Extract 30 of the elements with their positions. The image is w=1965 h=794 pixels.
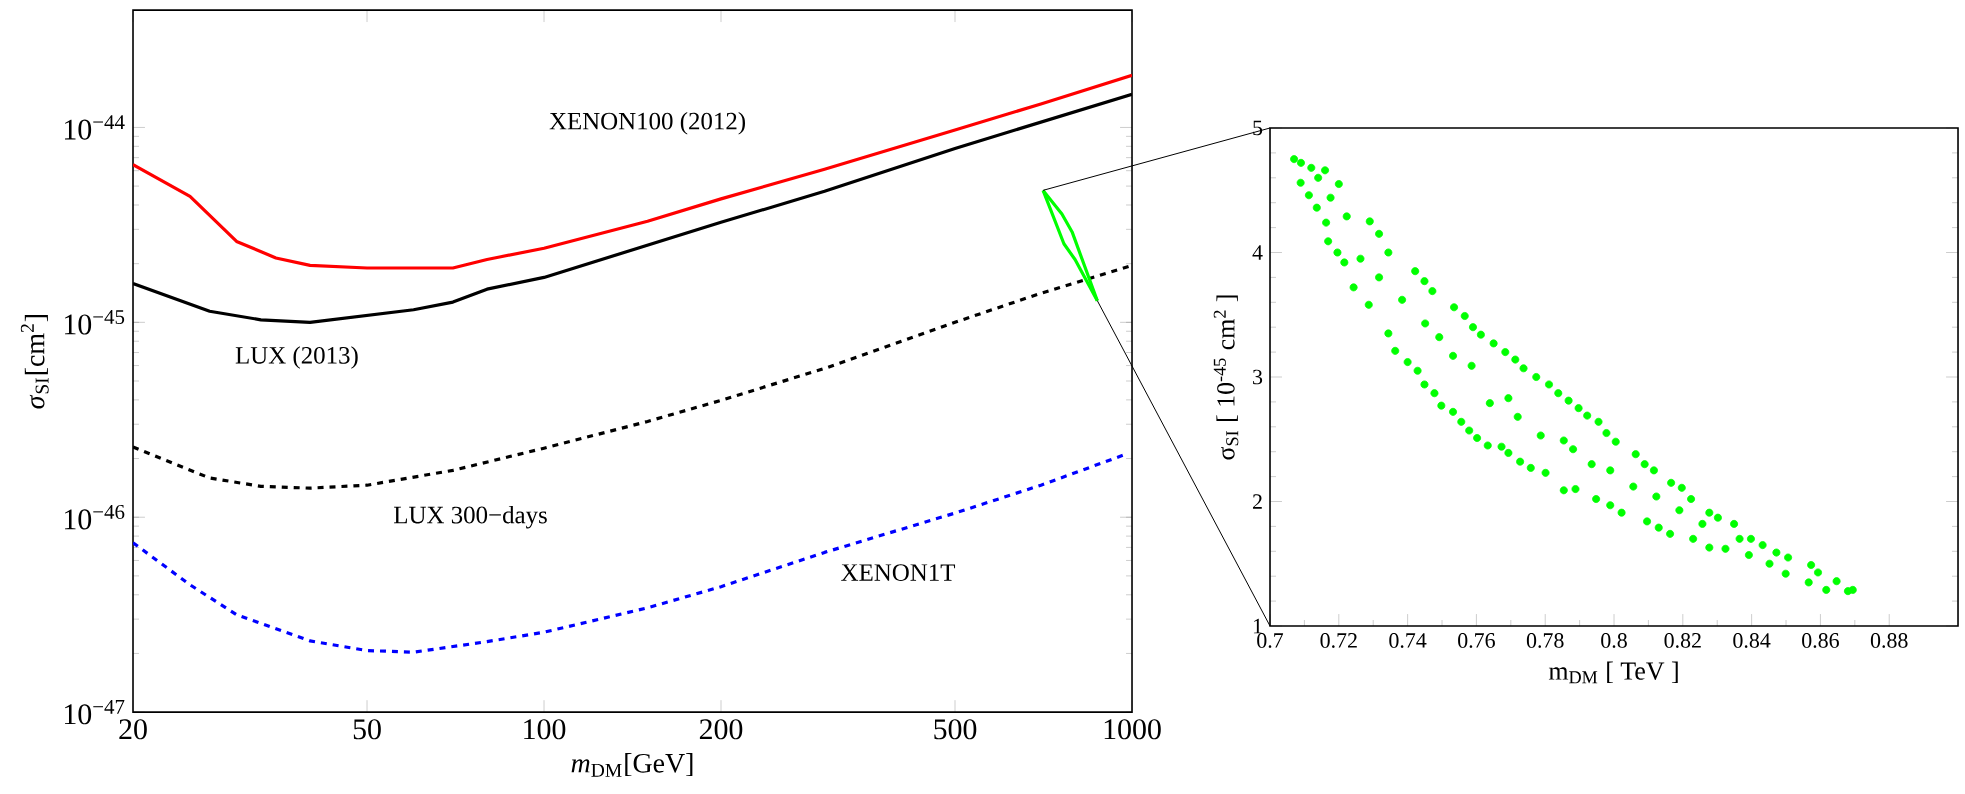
x-axis-title: m$_{DM}$ [ TeV ] [1548, 661, 1678, 684]
y-axis-title: σ$_{SI}$ [ 10$^{-45}$ cm$^{2}$ ] [1213, 295, 1239, 460]
x-tick-label: 50 [353, 719, 381, 740]
x-tick-label: 500 [934, 719, 977, 740]
x-tick-label: 200 [699, 719, 743, 740]
series-label: LUX 300−days [394, 505, 547, 529]
y-tick-label: 10$^{−45}$ [64, 310, 125, 335]
y-tick-label: 10$^{−44}$ [64, 115, 125, 140]
x-tick-label: 0.88 [1870, 633, 1908, 648]
x-tick-label: 0.82 [1664, 633, 1701, 648]
series-label: LUX (2013) [235, 346, 358, 369]
x-tick-label: 1000 [1104, 719, 1161, 740]
x-tick-label: 0.78 [1526, 633, 1564, 648]
text: XENON100 (2012) [549, 112, 746, 135]
y-axis-title: σ$_{SI}$[cm$^{2}$] [20, 314, 49, 409]
y-tick-label: 3 [1253, 369, 1263, 385]
x-tick-label: 0.86 [1802, 633, 1839, 648]
series-label: XENON1T [841, 564, 956, 581]
x-tick-label: 100 [524, 719, 566, 740]
x-axis-title: m$_{DM}$[GeV] [571, 752, 693, 777]
x-tick-label: 0.76 [1458, 633, 1495, 648]
y-tick-label: 4 [1252, 245, 1263, 260]
x-tick-label: 0.84 [1733, 633, 1771, 648]
x-tick-label: 0.74 [1389, 633, 1427, 648]
y-tick-label: 2 [1252, 494, 1262, 509]
x-tick-label: 0.8 [1601, 633, 1627, 648]
x-tick-label: 0.72 [1320, 633, 1357, 648]
y-tick-label: 10$^{−46}$ [64, 504, 125, 530]
x-tick-label: 0.7 [1257, 633, 1284, 648]
y-tick-label: 1 [1253, 618, 1262, 634]
